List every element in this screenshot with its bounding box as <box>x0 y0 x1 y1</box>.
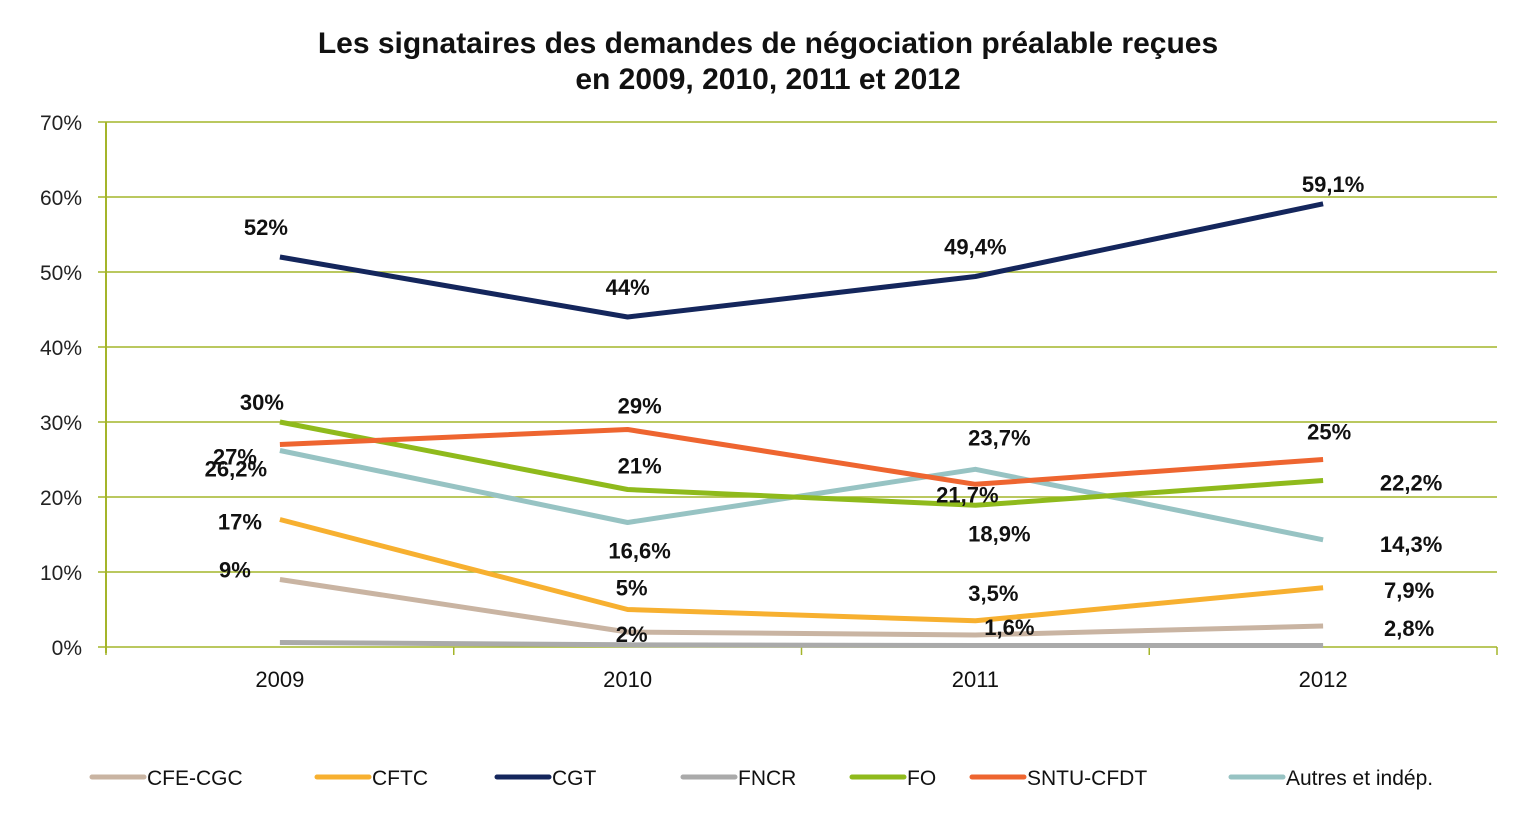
chart-title-line-2: en 2009, 2010, 2011 et 2012 <box>575 63 960 96</box>
legend-item-cftc: CFTC <box>314 767 428 790</box>
legend-label: FO <box>907 767 936 790</box>
data-label: 30% <box>240 390 284 415</box>
legend-item-fncr: FNCR <box>680 767 796 790</box>
legend-item-cgt: CGT <box>494 767 597 790</box>
x-tick-label: 2012 <box>1299 667 1348 692</box>
legend-label: CFE-CGC <box>147 767 243 790</box>
data-label: 1,6% <box>984 615 1034 640</box>
gridlines <box>98 121 1497 648</box>
data-label: 49,4% <box>944 235 1006 260</box>
data-label: 16,6% <box>608 539 670 564</box>
data-label: 17% <box>218 510 262 535</box>
legend-label: CFTC <box>372 767 428 790</box>
data-label: 27% <box>213 445 257 470</box>
series-line-cfe-cgc <box>279 577 1324 638</box>
legend-label: Autres et indép. <box>1286 767 1433 790</box>
data-label: 21% <box>618 454 662 479</box>
data-label: 29% <box>618 394 662 419</box>
data-label: 25% <box>1307 420 1351 445</box>
y-tick-label: 0% <box>52 637 82 660</box>
legend-label: SNTU-CFDT <box>1027 767 1147 790</box>
chart-title: Les signataires des demandes de négociat… <box>318 27 1218 96</box>
legend-item-sntu-cfdt: SNTU-CFDT <box>969 767 1147 790</box>
legend-item-cfe-cgc: CFE-CGC <box>89 767 243 790</box>
series-line-sntu-cfdt <box>279 427 1324 487</box>
y-tick-label: 40% <box>40 337 82 360</box>
x-tick-label: 2011 <box>952 667 999 692</box>
data-label: 3,5% <box>968 581 1018 606</box>
x-tick-label: 2010 <box>603 667 652 692</box>
y-tick-label: 10% <box>40 562 82 585</box>
chart-title-line-1: Les signataires des demandes de négociat… <box>318 27 1218 60</box>
x-axis: 2009 2010 2011 2012 <box>105 647 1498 692</box>
data-label: 2% <box>616 622 648 647</box>
series-line-cftc <box>279 517 1324 624</box>
series-lines <box>279 201 1324 648</box>
y-tick-label: 60% <box>40 187 82 210</box>
y-axis: 0% 10% 20% 30% 40% 50% 60% 70% <box>40 112 107 660</box>
series-line-fo <box>279 419 1324 508</box>
series-line-fncr <box>279 640 1324 648</box>
y-tick-label: 30% <box>40 412 82 435</box>
data-label: 23,7% <box>968 425 1030 450</box>
data-label: 59,1% <box>1302 172 1364 197</box>
x-tick-label: 2009 <box>255 667 304 692</box>
data-label: 52% <box>244 215 288 240</box>
data-label: 7,9% <box>1384 578 1434 603</box>
series-line-cgt <box>279 201 1324 320</box>
data-label: 44% <box>606 275 650 300</box>
legend: CFE-CGC CFTC CGT FNCR FO SNTU-CFDT Autres et i… <box>89 767 1433 790</box>
legend-item-autres-et-ind-p: Autres et indép. <box>1228 767 1433 790</box>
data-label: 14,3% <box>1380 532 1442 557</box>
data-label: 9% <box>219 558 251 583</box>
data-label: 21,7% <box>936 482 998 507</box>
data-label: 2,8% <box>1384 616 1434 641</box>
data-labels: 9% 2% 1,6% 2,8% 17% 5% 3,5% 7,9% 52% 44% 49,4% 59,1… <box>205 172 1443 647</box>
legend-item-fo: FO <box>849 767 936 790</box>
y-tick-label: 20% <box>40 487 82 510</box>
legend-label: FNCR <box>738 767 796 790</box>
y-tick-label: 50% <box>40 262 82 285</box>
data-label: 22,2% <box>1380 471 1442 496</box>
data-label: 26,2% <box>205 457 267 482</box>
data-label: 18,9% <box>968 521 1030 546</box>
y-tick-label: 70% <box>40 112 82 135</box>
data-label: 5% <box>616 576 648 601</box>
legend-label: CGT <box>552 767 597 790</box>
